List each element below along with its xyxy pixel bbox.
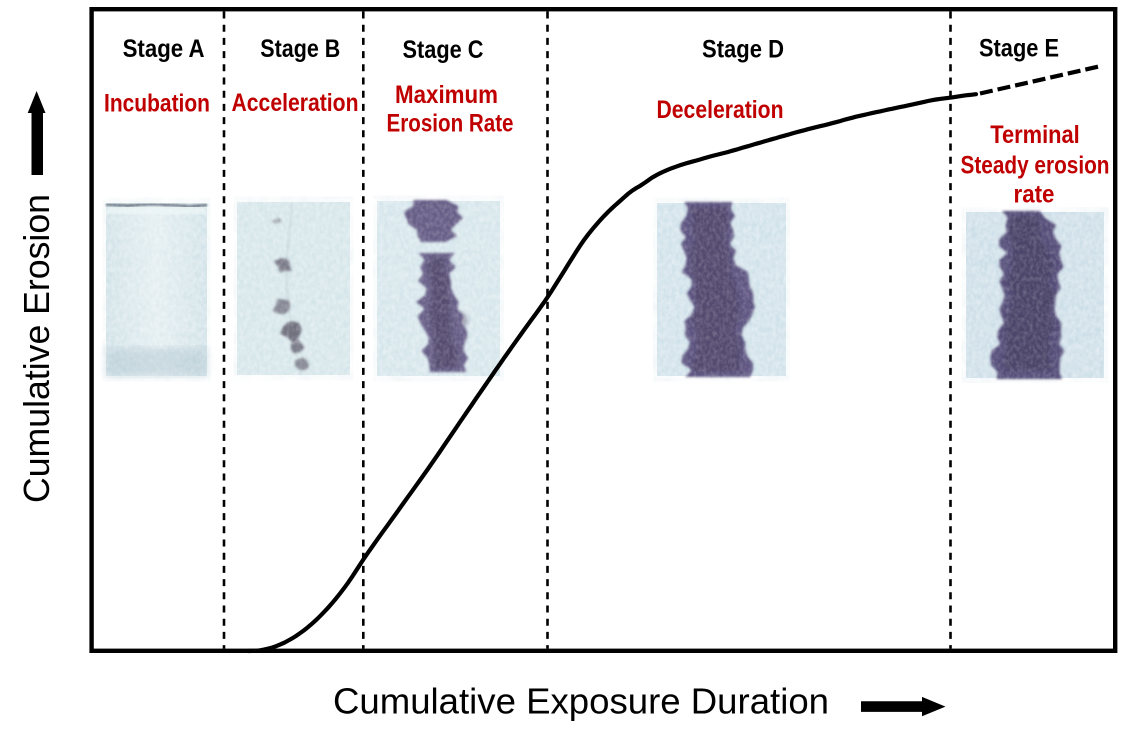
svg-text:Acceleration: Acceleration [232, 89, 359, 117]
svg-text:rate: rate [1014, 181, 1055, 209]
svg-text:Stage E: Stage E [979, 35, 1059, 63]
svg-text:Cumulative Erosion: Cumulative Erosion [16, 194, 57, 503]
svg-text:Stage B: Stage B [260, 35, 340, 63]
svg-text:Terminal: Terminal [990, 121, 1080, 149]
svg-text:Stage C: Stage C [403, 36, 484, 64]
svg-text:Stage D: Stage D [702, 36, 784, 64]
svg-text:Deceleration: Deceleration [657, 96, 784, 124]
svg-text:Cumulative Exposure Duration: Cumulative Exposure Duration [333, 681, 829, 722]
svg-text:Erosion Rate: Erosion Rate [387, 110, 514, 138]
svg-text:Maximum: Maximum [395, 81, 498, 109]
svg-text:Steady erosion: Steady erosion [961, 152, 1110, 180]
svg-text:Stage A: Stage A [123, 35, 205, 63]
svg-text:Incubation: Incubation [104, 90, 210, 118]
